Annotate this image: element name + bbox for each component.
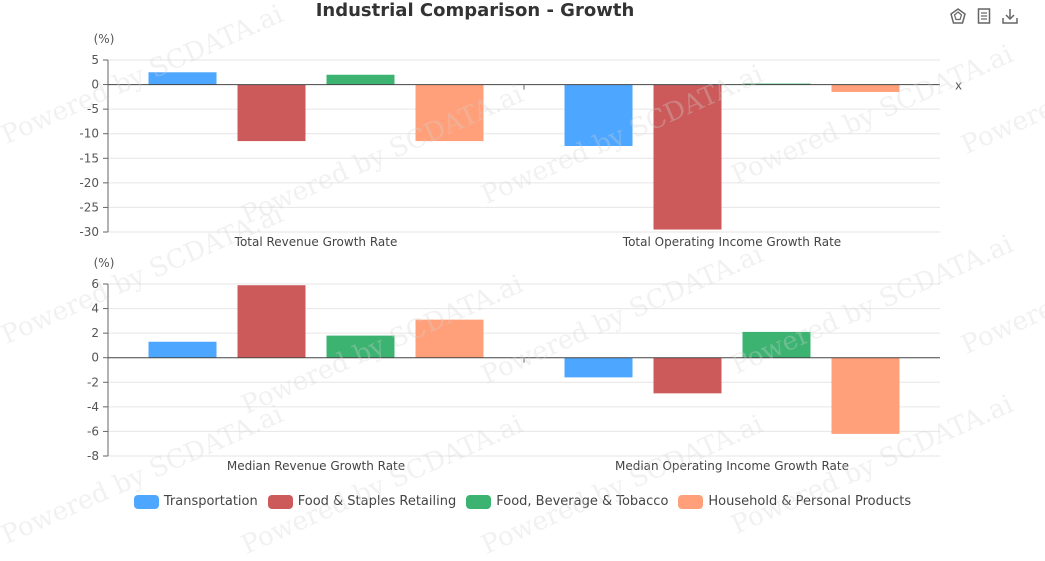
data-view-icon[interactable] <box>949 7 967 25</box>
y-tick-label: -5 <box>87 102 99 116</box>
bar-food-staples-retailing-1 <box>653 84 722 230</box>
bar-food-beverage-tobacco-0 <box>326 74 395 85</box>
y-tick-label: -2 <box>87 375 99 389</box>
bar-food-beverage-tobacco-1 <box>742 331 811 358</box>
y-tick-label: -4 <box>87 400 99 414</box>
y-tick-label: -25 <box>79 200 99 214</box>
y-tick-label: 5 <box>91 53 99 67</box>
y-tick-label: 4 <box>91 302 99 316</box>
bar-transportation-0 <box>148 72 217 85</box>
y-tick-label: -15 <box>79 151 99 165</box>
legend-item[interactable]: Household & Personal Products <box>678 494 911 509</box>
bar-food-staples-retailing-0 <box>237 285 306 358</box>
bar-food-staples-retailing-0 <box>237 84 306 142</box>
bar-transportation-1 <box>564 84 633 146</box>
bar-household-personal-products-1 <box>831 357 900 434</box>
bar-food-staples-retailing-1 <box>653 357 722 394</box>
legend-swatch <box>267 494 293 509</box>
bar-transportation-1 <box>564 357 633 378</box>
bar-household-personal-products-0 <box>415 84 484 142</box>
toolbox <box>949 7 1019 25</box>
legend-label: Food & Staples Retailing <box>297 494 457 509</box>
legend-label: Food, Beverage & Tobacco <box>496 494 669 509</box>
legend-swatch <box>678 494 704 509</box>
y-axis-unit-label: (%) <box>94 32 115 46</box>
chart-legend: Transportation Food & Staples Retailing Fo… <box>0 494 1045 509</box>
legend-item[interactable]: Food & Staples Retailing <box>267 494 457 509</box>
legend-item[interactable]: Transportation <box>133 494 258 509</box>
y-axis-unit-label: (%) <box>94 256 115 270</box>
y-tick-label: 0 <box>91 351 99 365</box>
legend-item[interactable]: Food, Beverage & Tobacco <box>466 494 668 509</box>
legend-swatch <box>466 494 492 509</box>
x-category-label: Total Operating Income Growth Rate <box>622 235 841 249</box>
y-tick-label: -8 <box>87 449 99 463</box>
x-category-label: Median Revenue Growth Rate <box>227 459 405 473</box>
x-category-label: Median Operating Income Growth Rate <box>615 459 849 473</box>
document-icon[interactable] <box>975 7 993 25</box>
y-tick-label: -20 <box>79 176 99 190</box>
legend-swatch <box>133 494 159 509</box>
bar-household-personal-products-1 <box>831 84 900 92</box>
bar-transportation-0 <box>148 341 217 358</box>
y-tick-label: -10 <box>79 127 99 141</box>
chart-title: Industrial Comparison - Growth <box>315 0 635 21</box>
y-tick-label: 0 <box>91 78 99 92</box>
bar-household-personal-products-0 <box>415 319 484 358</box>
y-tick-label: 6 <box>91 277 99 291</box>
bar-food-beverage-tobacco-0 <box>326 335 395 358</box>
y-tick-label: 2 <box>91 326 99 340</box>
legend-label: Transportation <box>163 494 258 509</box>
x-category-label: Total Revenue Growth Rate <box>234 235 398 249</box>
y-tick-label: -6 <box>87 424 99 438</box>
download-icon[interactable] <box>1001 7 1019 25</box>
y-tick-label: -30 <box>79 225 99 239</box>
legend-label: Household & Personal Products <box>708 494 912 509</box>
x-axis-name: x <box>955 79 962 93</box>
